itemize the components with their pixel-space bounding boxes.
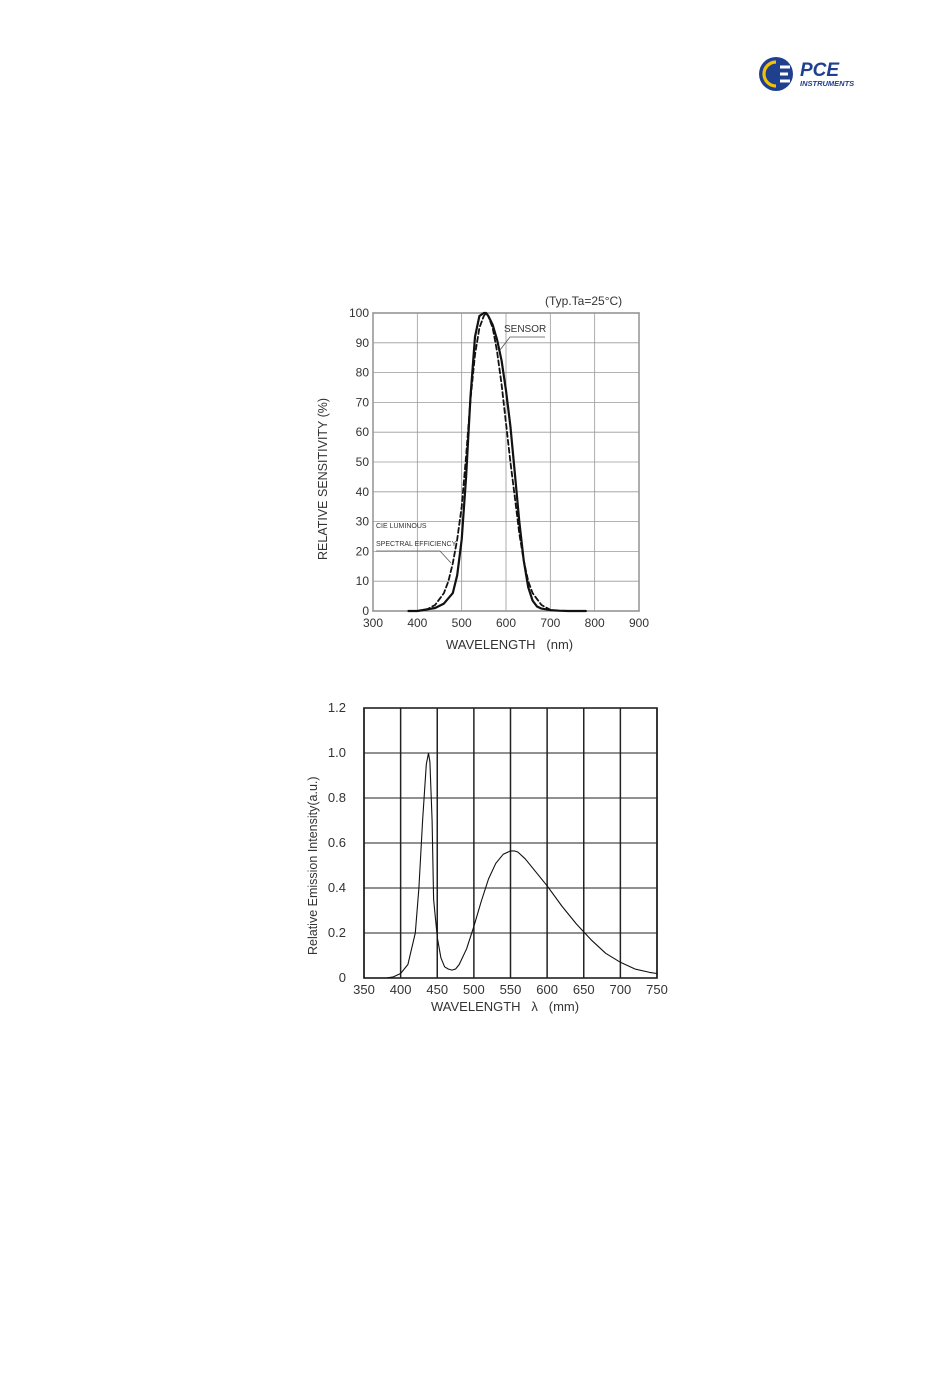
- logo-subtext: INSTRUMENTS: [800, 79, 854, 88]
- y-tick-label: 70: [356, 395, 370, 409]
- x-tick-label: 800: [585, 616, 605, 630]
- x-tick-label: 350: [353, 982, 375, 997]
- y-tick-label: 40: [356, 485, 370, 499]
- pce-instruments-logo: PCE INSTRUMENTS: [759, 57, 854, 91]
- x-tick-label: 450: [426, 982, 448, 997]
- chart2-y-ticks: 1.2 1.0 0.8 0.6 0.4 0.2 0: [328, 700, 346, 985]
- y-tick-label: 100: [349, 306, 369, 320]
- pce-logo-icon: [759, 57, 793, 91]
- chart1-y-label: RELATIVE SENSITIVITY (%): [316, 398, 330, 560]
- series-line-sensor: [407, 311, 587, 613]
- y-tick-label: 80: [356, 366, 370, 380]
- y-tick-label: 0.8: [328, 790, 346, 805]
- chart1-sensor-label: SENSOR: [504, 324, 546, 335]
- y-tick-label: 0: [362, 604, 369, 618]
- series-line-cie: [416, 312, 552, 612]
- y-tick-label: 90: [356, 336, 370, 350]
- chart2-x-label: WAVELENGTH λ (mm): [431, 999, 579, 1014]
- x-tick-label: 700: [540, 616, 560, 630]
- y-tick-label: 0: [339, 970, 346, 985]
- y-tick-label: 0.4: [328, 880, 346, 895]
- x-tick-label: 650: [573, 982, 595, 997]
- x-tick-label: 400: [407, 616, 427, 630]
- x-tick-label: 600: [496, 616, 516, 630]
- y-tick-label: 20: [356, 544, 370, 558]
- chart1-x-ticks: 300 400 500 600 700 800 900: [363, 616, 649, 630]
- relative-emission-chart: 1.2 1.0 0.8 0.6 0.4 0.2 0 350 400 450 500 550 600 65…: [306, 700, 668, 1014]
- x-tick-label: 750: [646, 982, 668, 997]
- chart1-cie-label-line2: SPECTRAL EFFICIENCY: [376, 541, 457, 548]
- chart2-x-ticks: 350 400 450 500 550 600 650 700 750: [353, 982, 668, 997]
- y-tick-label: 10: [356, 574, 370, 588]
- chart1-series: [407, 311, 587, 613]
- x-tick-label: 700: [610, 982, 632, 997]
- chart1-x-label: WAVELENGTH (nm): [446, 637, 573, 652]
- x-tick-label: 550: [500, 982, 522, 997]
- x-tick-label: 500: [463, 982, 485, 997]
- y-tick-label: 60: [356, 425, 370, 439]
- y-tick-label: 30: [356, 515, 370, 529]
- chart1-cie-label-line1: CIE LUMINOUS: [376, 523, 427, 530]
- chart2-y-label: Relative Emission Intensity(a.u.): [306, 776, 320, 955]
- y-tick-label: 50: [356, 455, 370, 469]
- x-tick-label: 600: [536, 982, 558, 997]
- x-tick-label: 500: [452, 616, 472, 630]
- chart1-sensor-leader: [499, 336, 545, 351]
- series-line-emission: [363, 752, 658, 979]
- chart2-grid: [363, 707, 658, 979]
- y-tick-label: 0.6: [328, 835, 346, 850]
- y-tick-label: 0.2: [328, 925, 346, 940]
- x-tick-label: 900: [629, 616, 649, 630]
- chart1-annotation: (Typ.Ta=25°C): [545, 294, 622, 308]
- chart2-series: [363, 752, 658, 979]
- x-tick-label: 400: [390, 982, 412, 997]
- x-tick-label: 300: [363, 616, 383, 630]
- logo-name: PCE: [800, 60, 840, 81]
- y-tick-label: 1.2: [328, 700, 346, 715]
- chart1-grid: [372, 312, 640, 612]
- chart1-cie-leader: [376, 550, 452, 564]
- y-tick-label: 1.0: [328, 745, 346, 760]
